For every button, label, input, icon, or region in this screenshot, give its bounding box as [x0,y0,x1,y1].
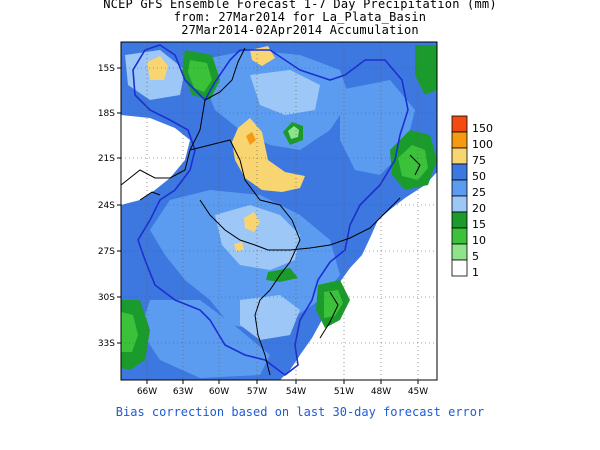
legend-swatch [451,179,468,197]
map-panel [120,41,438,381]
legend-swatch [451,211,468,229]
lat-label: 24S [98,201,115,211]
green-patch-northeast [415,45,437,95]
basin-outline [132,44,409,377]
green-patch-coast-inner [324,290,343,318]
lat-label: 15S [98,64,115,74]
map-frame [120,41,438,381]
lon-label: 51W [334,387,354,397]
legend-label: 50 [472,170,486,183]
lon-label: 63W [173,387,193,397]
yellow-patch-north [250,46,275,66]
lon-label: 45W [408,387,428,397]
yellow-patch-mid [244,212,260,232]
color-legend: 150 100 75 50 25 20 15 10 5 1 [451,115,493,279]
green-patch-east-inner [398,145,428,180]
lon-label: 54W [286,387,306,397]
lat-label: 27S [98,247,115,257]
bias-correction-note: Bias correction based on last 30-day for… [115,405,485,419]
lat-label: 18S [98,109,115,119]
legend-label: 25 [472,186,486,199]
legend-label: 15 [472,218,486,231]
lat-label: 30S [98,293,115,303]
legend-swatch [451,227,468,245]
moderate-patch-south [140,300,270,378]
lon-label: 66W [137,387,157,397]
legend-swatch [451,259,468,277]
grid-lines [121,42,437,380]
legend-swatch [451,115,468,133]
country-borders [120,47,421,376]
legend-label: 75 [472,154,486,167]
legend-label: 1 [472,266,479,279]
lon-label: 48W [371,387,391,397]
axis-ticks [117,67,419,384]
legend-swatch [451,163,468,181]
yellow-patch-small [234,242,244,251]
legend-label: 20 [472,202,486,215]
green-patch-southwest-inner [121,312,138,352]
lon-label: 57W [247,387,267,397]
legend-swatch [451,147,468,165]
lat-label: 21S [98,154,115,164]
legend-label: 5 [472,250,479,263]
lon-label: 60W [209,387,229,397]
legend-swatch [451,243,468,261]
ocean-area [280,172,437,380]
latitude-labels: 15S 18S 21S 24S 27S 30S 33S [98,64,115,349]
legend-label: 150 [472,122,493,135]
map-title: NCEP GFS Ensemble Forecast 1-7 Day Preci… [103,0,497,11]
dry-region-west [121,115,190,205]
green-patch-small-north-inner [288,126,299,139]
light-patch-south [240,295,300,340]
light-patch-north [250,70,320,115]
green-patch-mid [266,268,298,282]
map-subtitle-period: 27Mar2014-02Apr2014 Accumulation [181,23,419,37]
light-patch-center [215,205,300,270]
legend-swatch [451,131,468,149]
longitude-labels: 66W 63W 60W 57W 54W 51W 48W 45W [137,387,428,397]
orange-spot [246,132,256,145]
legend-swatch [451,195,468,213]
legend-label: 100 [472,138,493,151]
map-subtitle-date: from: 27Mar2014 for La_Plata_Basin [173,10,427,24]
legend-label: 10 [472,234,486,247]
lat-label: 33S [98,339,115,349]
